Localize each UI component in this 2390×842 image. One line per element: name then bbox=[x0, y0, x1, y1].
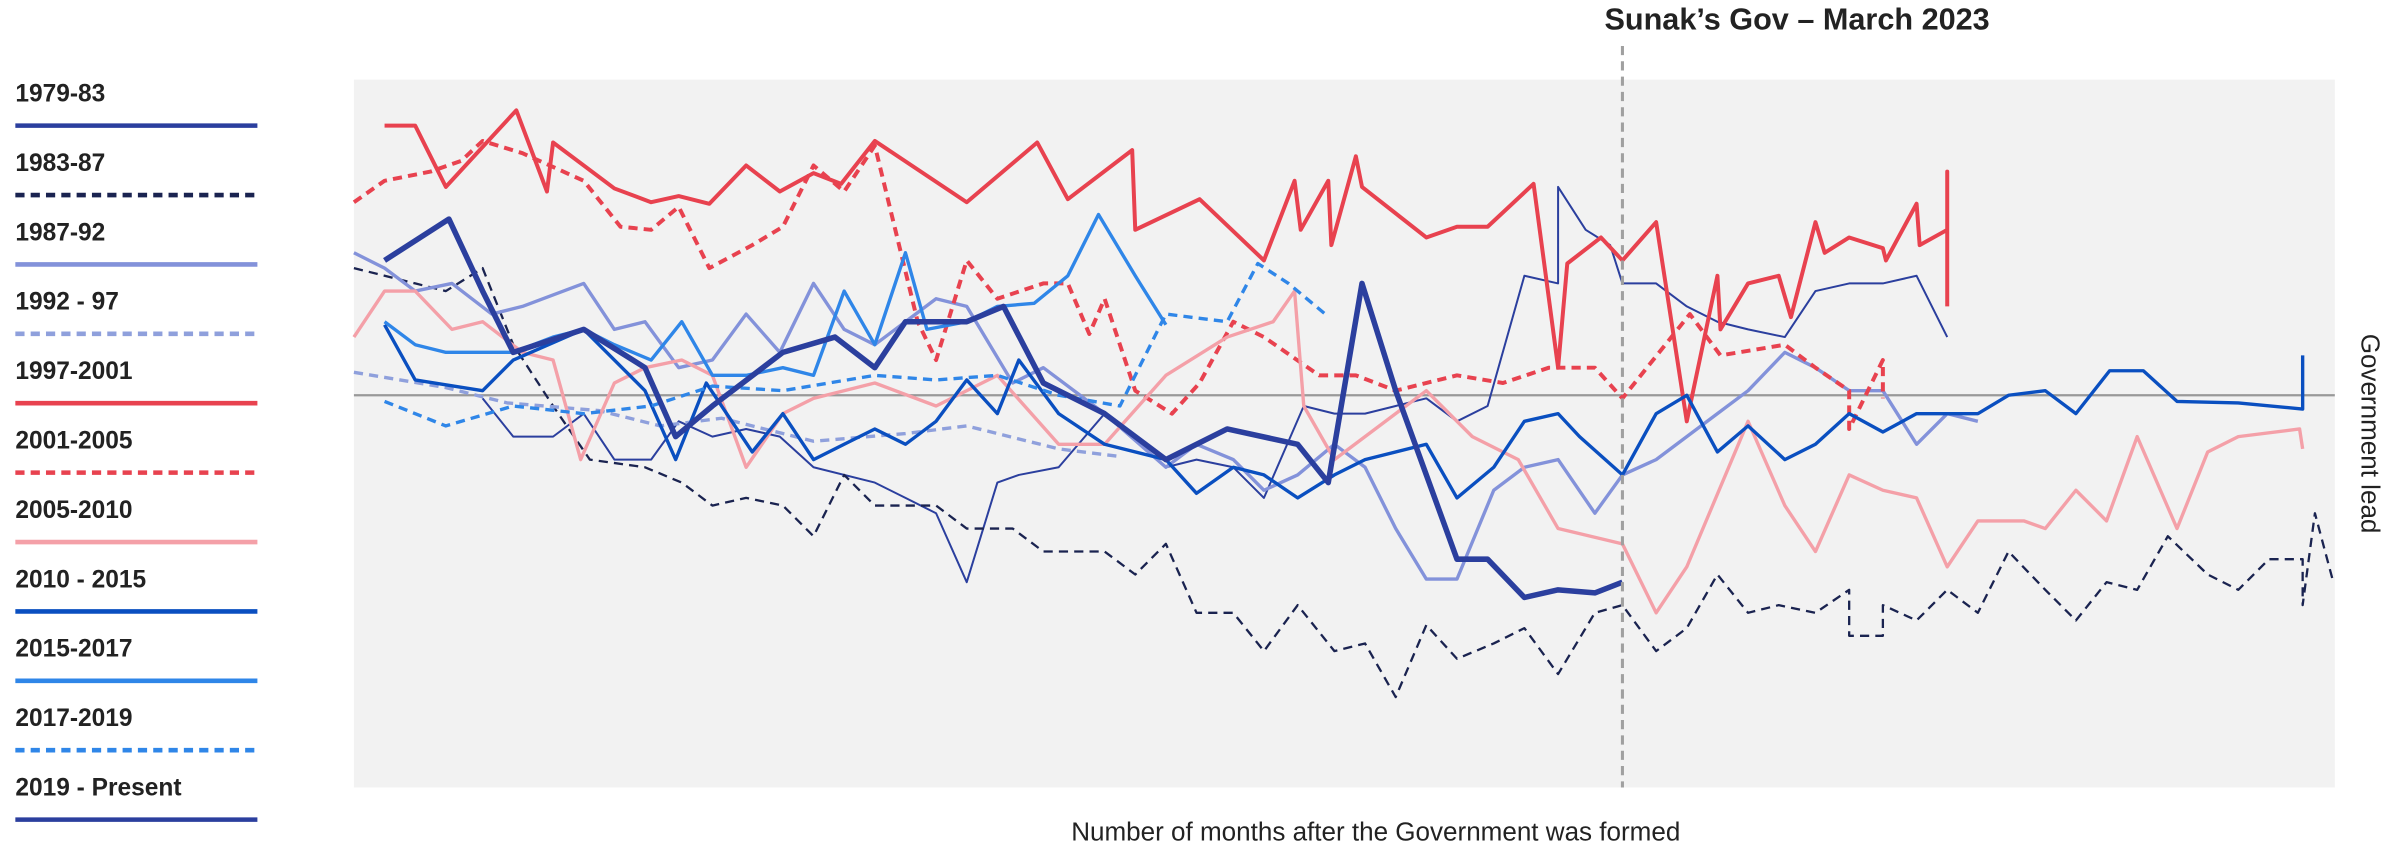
x-axis-label: Number of months after the Government wa… bbox=[1071, 816, 1680, 842]
legend-label: 2015-2017 bbox=[15, 636, 132, 663]
legend-label: 2010 - 2015 bbox=[15, 566, 146, 593]
series-line bbox=[352, 138, 1885, 431]
legend-label: 1997-2001 bbox=[15, 358, 132, 385]
series-line bbox=[384, 108, 1950, 424]
legend-label: 2019 - Present bbox=[15, 774, 181, 801]
series-line bbox=[481, 185, 1949, 584]
series-lines bbox=[352, 108, 2335, 699]
legend-label: 1979-83 bbox=[15, 80, 105, 107]
legend: 1979-83 1983-87 1987-92 1992 - 97 1997-2001 2… bbox=[15, 80, 258, 822]
series-line bbox=[383, 323, 2305, 500]
series-line bbox=[353, 251, 1979, 581]
legend-label: 2005-2010 bbox=[15, 497, 132, 524]
annotation-text: Sunak’s Gov – March 2023 bbox=[1604, 3, 1989, 37]
series-line bbox=[383, 261, 1327, 428]
legend-label: 1983-87 bbox=[15, 150, 105, 177]
plot-area bbox=[353, 79, 2335, 788]
legend-label: 1992 - 97 bbox=[15, 289, 119, 316]
series-line bbox=[383, 216, 1624, 601]
legend-label: 1987-92 bbox=[15, 219, 105, 246]
series-line bbox=[353, 266, 2335, 699]
legend-label: 2017-2019 bbox=[15, 705, 132, 732]
series-line bbox=[353, 370, 1121, 459]
y-axis-label: Government lead bbox=[2356, 334, 2386, 534]
legend-label: 2001-2005 bbox=[15, 427, 132, 454]
